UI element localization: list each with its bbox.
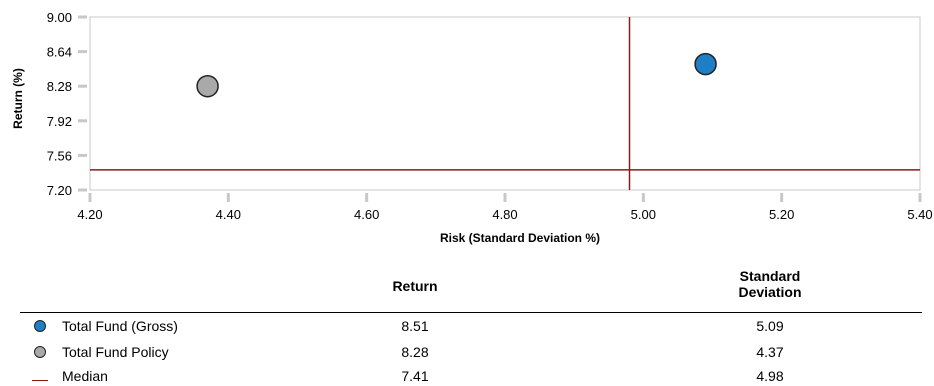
data-points <box>196 52 717 98</box>
y-axis-title: Return (%) <box>11 68 25 129</box>
y-tick-label: 8.64 <box>47 45 72 60</box>
y-tick-label: 7.56 <box>47 148 72 163</box>
y-axis: 7.20 7.56 7.92 8.28 8.64 9.00 <box>47 10 87 198</box>
x-tick-label: 4.20 <box>77 207 102 222</box>
table-row: Median 7.41 4.98 <box>20 366 922 386</box>
y-tick-label: 9.00 <box>47 10 72 25</box>
x-tick-label: 5.00 <box>631 207 656 222</box>
scatter-point <box>196 74 219 98</box>
x-axis-title: Risk (Standard Deviation %) <box>440 231 600 245</box>
header-return: Return <box>392 278 438 294</box>
row-std: 5.09 <box>756 318 784 334</box>
median-lines <box>90 17 920 190</box>
median-line-icon <box>32 380 48 381</box>
x-tick-label: 5.40 <box>907 207 932 222</box>
row-name: Total Fund Policy <box>62 344 169 360</box>
row-name: Total Fund (Gross) <box>62 318 178 334</box>
x-tick-label: 4.60 <box>354 207 379 222</box>
header-standard-line1: Standard <box>739 268 801 284</box>
row-return: 8.51 <box>401 318 429 334</box>
x-tick-label: 5.20 <box>769 207 794 222</box>
risk-return-chart: 7.20 7.56 7.92 8.28 8.64 9.00 4.20 4.40 4.60 4.8… <box>11 10 933 245</box>
x-axis: 4.20 4.40 4.60 4.80 5.00 5.20 5.40 <box>77 193 933 222</box>
plot-frame <box>89 16 921 191</box>
row-name: Median <box>62 368 108 384</box>
table-row: Total Fund Policy 8.28 4.37 <box>20 342 922 362</box>
total-fund-gross-marker-icon <box>34 320 46 332</box>
y-tick-label: 7.92 <box>47 114 72 129</box>
row-std: 4.37 <box>756 344 784 360</box>
y-tick-label: 8.28 <box>47 79 72 94</box>
row-std: 4.98 <box>756 368 784 384</box>
y-tick-label: 7.20 <box>47 183 72 198</box>
row-return: 7.41 <box>401 368 429 384</box>
x-tick-label: 4.40 <box>216 207 241 222</box>
scatter-point <box>694 52 717 76</box>
header-standard-deviation: Standard Deviation <box>710 268 830 300</box>
header-standard-line2: Deviation <box>738 284 802 300</box>
x-tick-label: 4.80 <box>492 207 517 222</box>
table-row: Total Fund (Gross) 8.51 5.09 <box>20 316 922 336</box>
header-divider <box>20 312 922 313</box>
row-return: 8.28 <box>401 344 429 360</box>
total-fund-policy-marker-icon <box>34 346 46 358</box>
